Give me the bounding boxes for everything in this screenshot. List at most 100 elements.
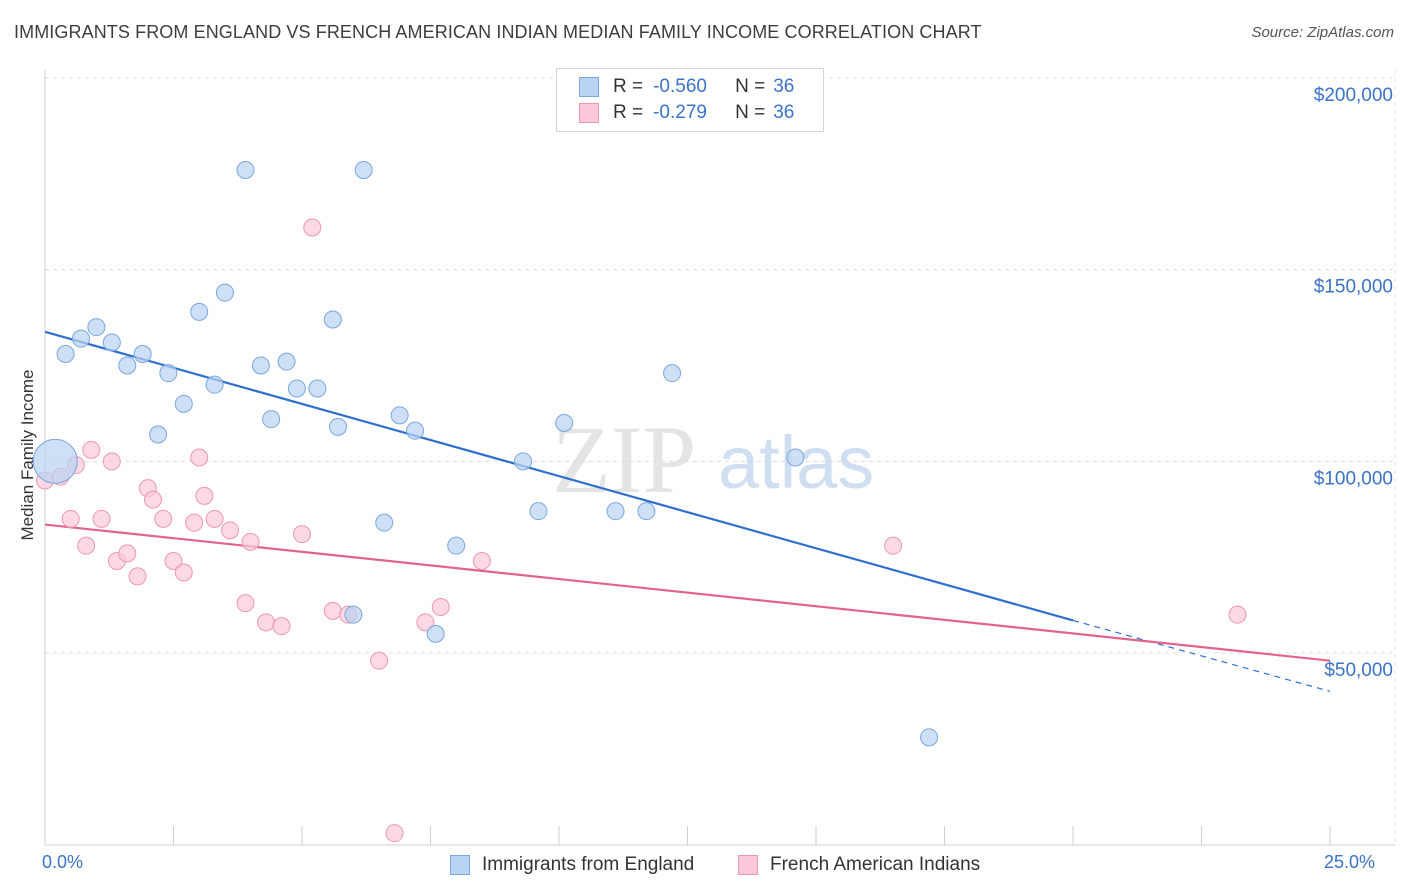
- point-england: [56, 345, 75, 363]
- point-england: [190, 302, 209, 321]
- trendline-extension-england: [1072, 619, 1331, 692]
- point-england: [328, 417, 347, 436]
- point-french: [118, 544, 137, 563]
- point-england: [786, 448, 805, 467]
- point-french: [128, 567, 147, 586]
- point-england: [32, 438, 78, 484]
- point-french: [272, 617, 291, 636]
- legend-swatch-england: [579, 77, 599, 97]
- point-england: [637, 502, 656, 521]
- legend-r-label: R =: [613, 102, 644, 123]
- bottom-legend-swatch-england: [450, 855, 470, 875]
- y-tick-label: $50,000: [1324, 660, 1393, 681]
- legend-swatch-french: [579, 103, 599, 123]
- point-french: [385, 824, 404, 843]
- point-england: [447, 536, 466, 555]
- legend-n-label: N =: [735, 102, 766, 123]
- legend-n-value: 36: [773, 76, 795, 97]
- point-french: [82, 440, 101, 459]
- point-england: [426, 624, 445, 643]
- x-tick-max: 25.0%: [1324, 852, 1376, 872]
- trendline-england: [44, 330, 1074, 622]
- point-england: [87, 318, 106, 337]
- point-england: [215, 283, 234, 302]
- axes: [44, 70, 1395, 846]
- point-england: [262, 410, 281, 429]
- point-french: [293, 525, 311, 544]
- point-england: [118, 356, 137, 375]
- watermark: ZIP atlas: [552, 406, 874, 513]
- legend-r-label: R =: [613, 76, 644, 97]
- point-french: [190, 448, 209, 467]
- point-french: [92, 509, 111, 528]
- bottom-legend-swatch-french: [738, 855, 758, 875]
- point-england: [555, 414, 574, 432]
- data-points: [32, 161, 1247, 843]
- point-french: [164, 552, 183, 570]
- point-french: [303, 218, 322, 237]
- point-england: [236, 161, 255, 179]
- point-england: [663, 364, 682, 383]
- point-england: [529, 502, 548, 521]
- legend-row-england: R = -0.560 N = 36: [579, 74, 794, 100]
- point-french: [61, 509, 80, 528]
- point-england: [287, 379, 306, 398]
- y-tick-labels: $50,000 $100,000 $150,000 $200,000: [1314, 85, 1393, 681]
- point-england: [205, 375, 224, 394]
- point-england: [390, 406, 409, 425]
- point-england: [920, 728, 939, 747]
- point-england: [375, 513, 394, 532]
- bottom-legend-label-french: French American Indians: [770, 854, 981, 875]
- legend-n-value: 36: [773, 102, 795, 123]
- point-french: [884, 536, 903, 555]
- point-french: [154, 509, 173, 528]
- watermark-zip: ZIP: [552, 406, 696, 513]
- point-french: [143, 490, 162, 509]
- point-england: [159, 364, 178, 383]
- point-england: [344, 605, 363, 624]
- source-label: Source: ZipAtlas.com: [1251, 24, 1394, 41]
- point-french: [323, 601, 342, 620]
- point-england: [406, 421, 425, 440]
- point-french: [185, 513, 204, 532]
- x-tick-min: 0.0%: [42, 852, 84, 872]
- y-tick-label: $100,000: [1314, 468, 1393, 489]
- point-england: [277, 352, 296, 371]
- y-tick-label: $150,000: [1314, 277, 1393, 298]
- point-french: [370, 651, 389, 670]
- point-french: [195, 486, 214, 505]
- bottom-legend-french: French American Indians: [738, 852, 980, 878]
- point-french: [472, 552, 491, 570]
- point-england: [606, 502, 625, 521]
- trendline-french: [44, 523, 1331, 662]
- point-french: [174, 563, 193, 582]
- point-french: [102, 452, 121, 471]
- legend-row-french: R = -0.279 N = 36: [579, 100, 794, 126]
- point-french: [257, 613, 276, 632]
- point-england: [514, 452, 533, 471]
- point-french: [221, 521, 240, 540]
- point-french: [77, 536, 96, 555]
- point-england: [149, 425, 168, 444]
- bottom-legend-england: Immigrants from England: [450, 852, 694, 878]
- point-england: [102, 333, 121, 352]
- point-england: [174, 394, 193, 413]
- legend-r-value: -0.560: [653, 76, 707, 97]
- point-england: [133, 345, 152, 363]
- point-england: [308, 379, 327, 398]
- chart-title: IMMIGRANTS FROM ENGLAND VS FRENCH AMERIC…: [14, 22, 982, 42]
- trendlines: [44, 330, 1331, 692]
- bottom-legend-label-england: Immigrants from England: [482, 854, 695, 875]
- point-england: [251, 356, 270, 375]
- point-french: [241, 532, 260, 551]
- point-french: [236, 594, 255, 613]
- point-french: [1228, 605, 1247, 624]
- point-england: [354, 161, 373, 179]
- point-england: [323, 310, 342, 329]
- legend-r-value: -0.279: [653, 102, 707, 123]
- y-axis-label: Median Family Income: [18, 369, 37, 541]
- legend-n-label: N =: [735, 76, 766, 97]
- point-french: [205, 509, 224, 528]
- point-french: [416, 613, 435, 632]
